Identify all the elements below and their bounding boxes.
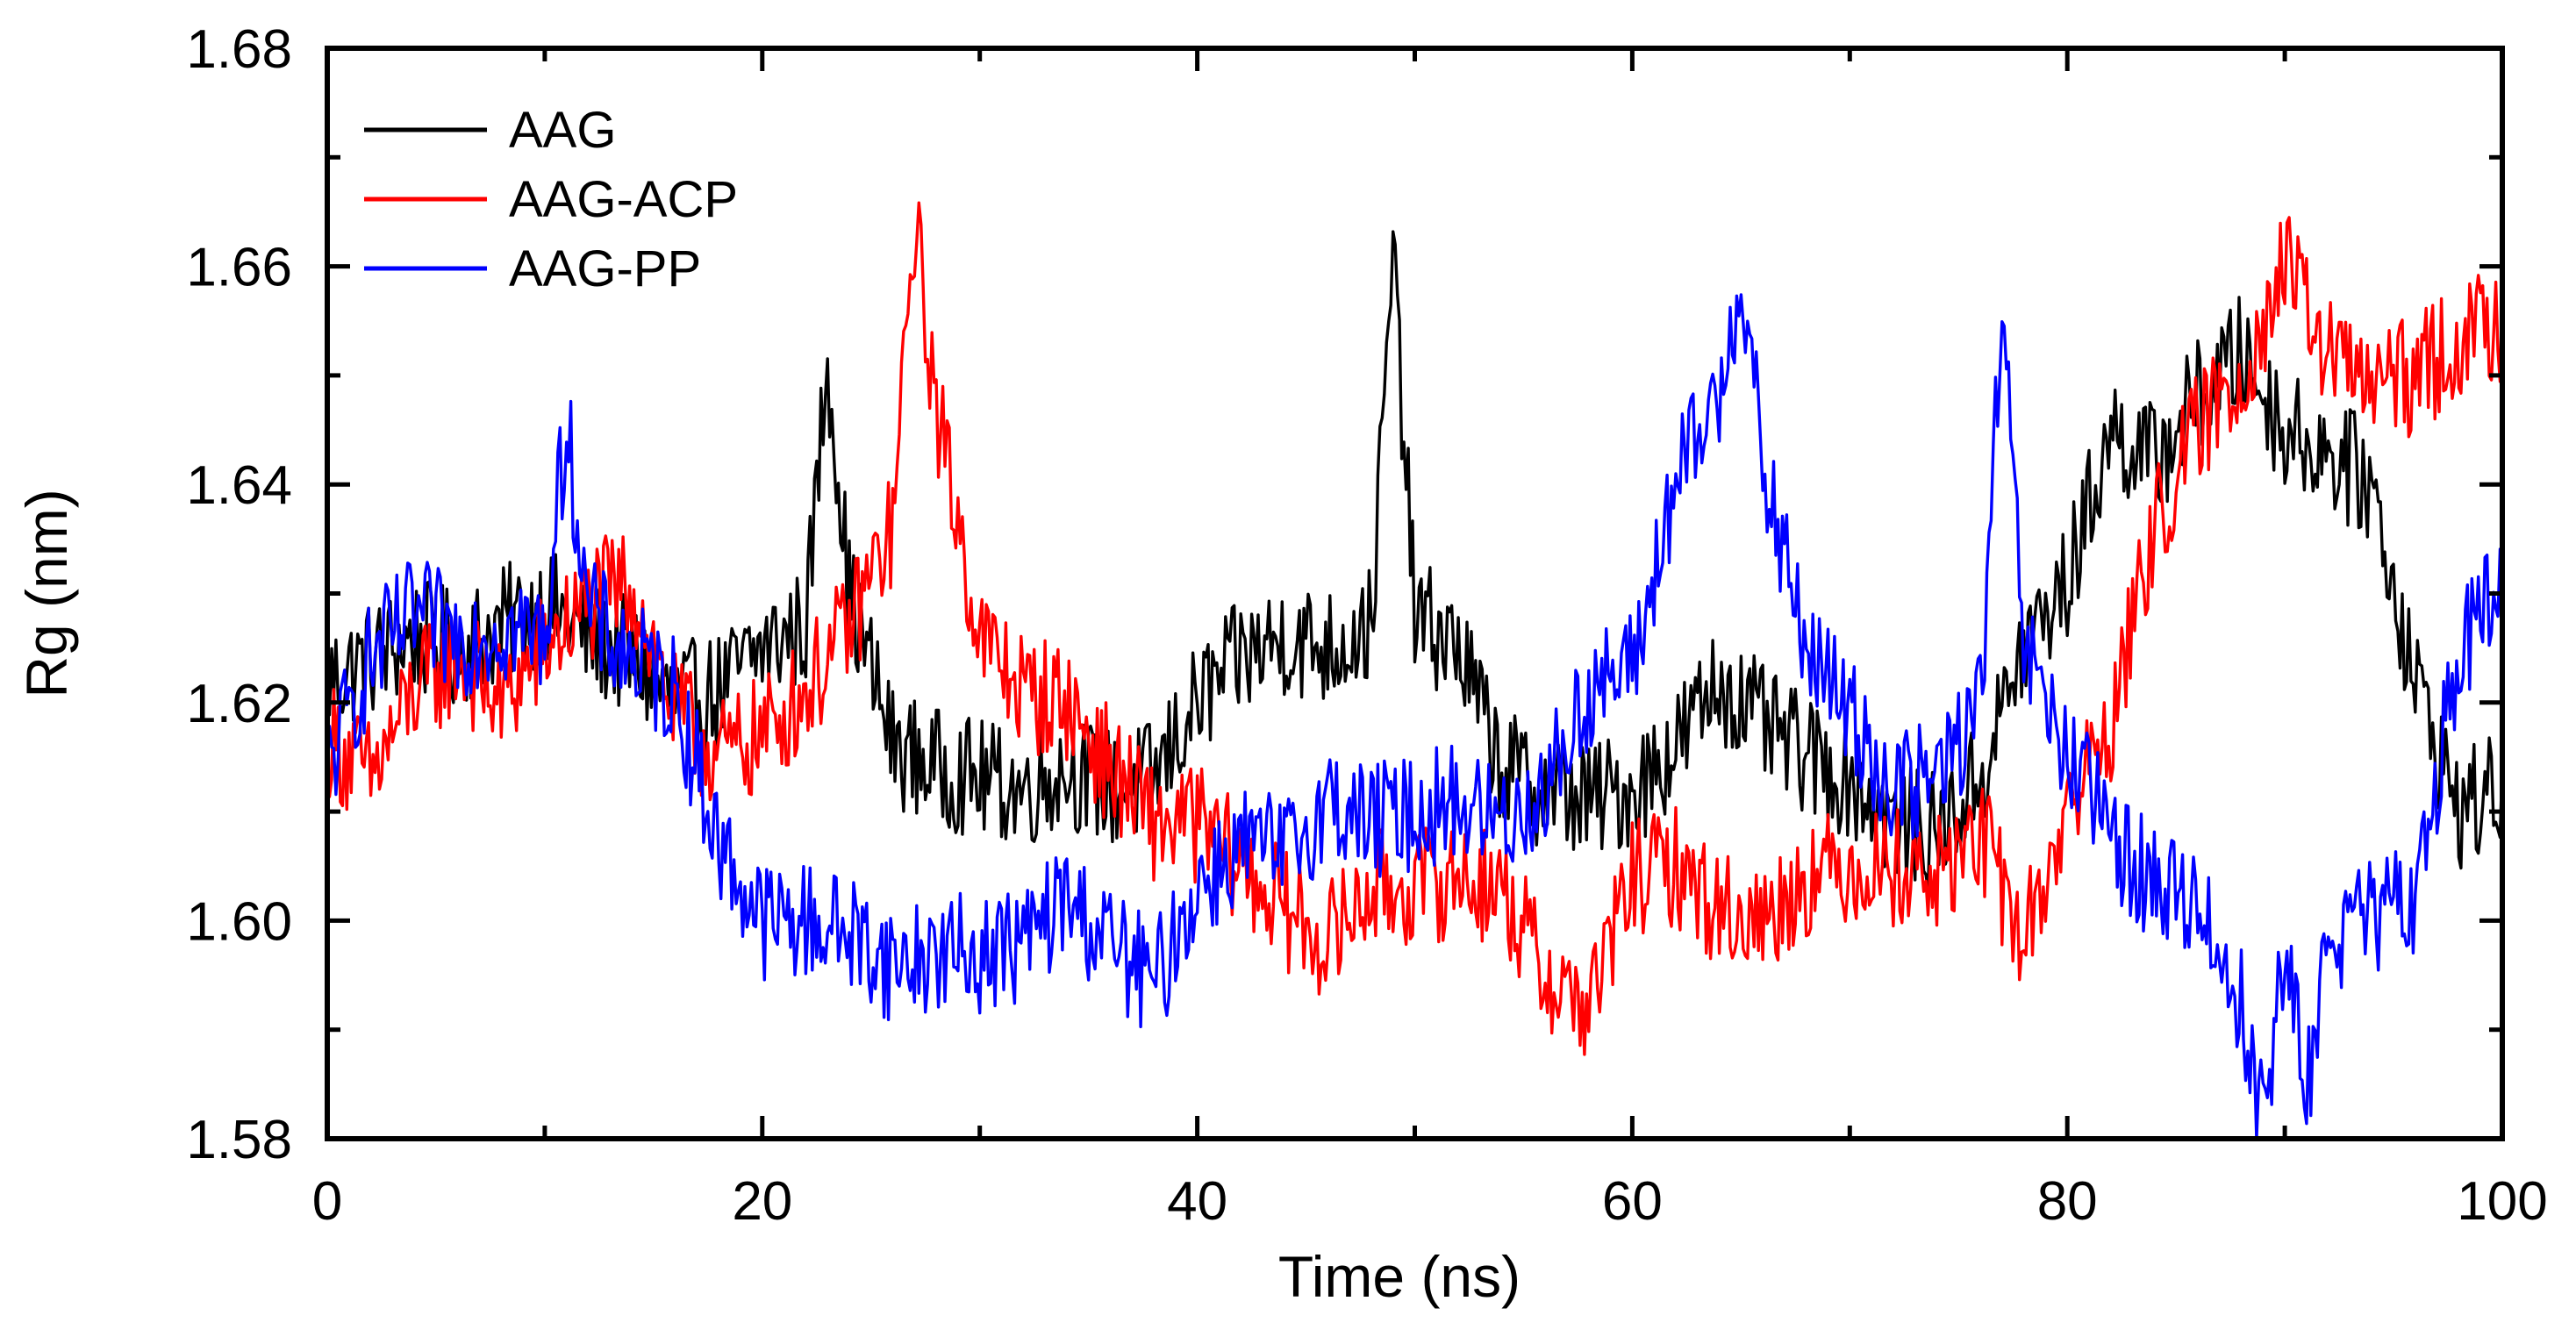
x-tick-label: 0 <box>312 1171 342 1232</box>
y-tick-label: 1.64 <box>186 455 292 516</box>
legend: AAG AAG-ACP AAG-PP <box>364 102 738 297</box>
y-tick-label: 1.68 <box>186 19 292 80</box>
y-tick-label: 1.66 <box>186 238 292 298</box>
tick-layer <box>325 46 2505 1141</box>
legend-label: AAG <box>509 102 617 159</box>
series-line-aag-pp <box>327 293 2502 1139</box>
legend-label: AAG-ACP <box>509 171 738 228</box>
series-layer <box>327 201 2502 1139</box>
x-tick-label: 40 <box>1167 1171 1227 1232</box>
x-axis-title: Time (ns) <box>1278 1244 1521 1309</box>
y-tick-labels: 1.58 1.60 1.62 1.64 1.66 1.68 <box>186 19 292 1170</box>
y-tick-label: 1.62 <box>186 674 292 734</box>
x-tick-labels: 0 20 40 60 80 100 <box>312 1171 2548 1232</box>
series-line-aag-acp <box>327 201 2502 1056</box>
x-tick-label: 20 <box>732 1171 792 1232</box>
x-tick-label: 60 <box>1602 1171 1663 1232</box>
y-axis-title: Rg (nm) <box>14 489 79 697</box>
y-tick-label: 1.60 <box>186 891 292 952</box>
legend-label: AAG-PP <box>509 240 701 297</box>
series-line-aag <box>327 230 2502 892</box>
x-tick-label: 100 <box>2457 1171 2547 1232</box>
y-tick-label: 1.58 <box>186 1110 292 1170</box>
x-tick-label: 80 <box>2037 1171 2098 1232</box>
